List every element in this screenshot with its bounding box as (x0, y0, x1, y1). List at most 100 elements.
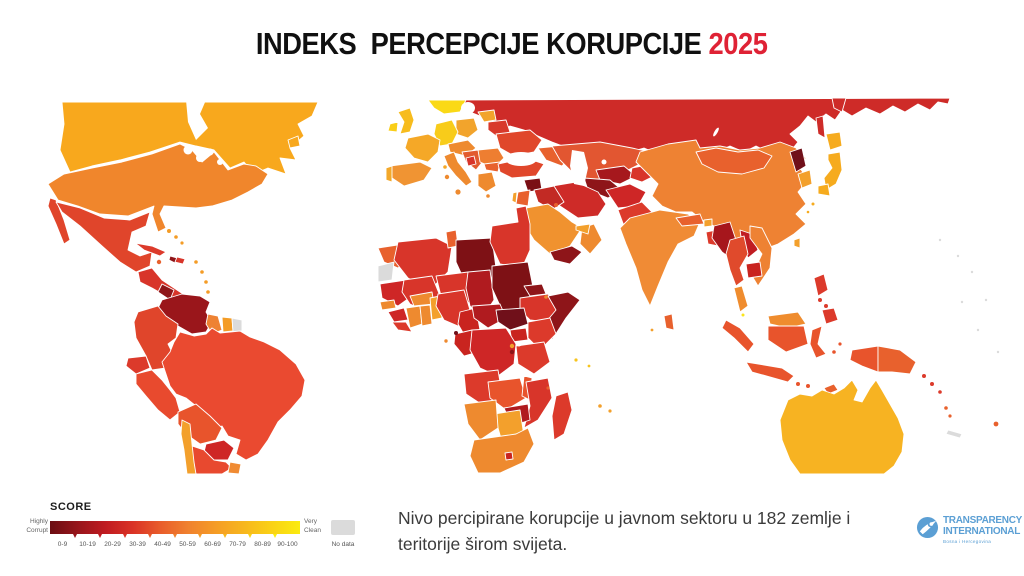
great-lakes (217, 159, 223, 165)
country-yemen (549, 245, 583, 265)
legend-gradient-bar (50, 521, 300, 538)
country-lesotho (504, 451, 514, 461)
ti-logo-line3: Bosna i Hercegovina (943, 539, 992, 545)
country-south-korea (797, 169, 813, 189)
philippines-luzon (813, 273, 829, 297)
indonesia-papua (849, 345, 879, 373)
legend-no-data-label: No data (331, 541, 355, 548)
caspian-sea (570, 150, 588, 186)
indonesia-java (745, 361, 795, 383)
title-main: INDEKS PERCEPCIJE KORUPCIJE (256, 26, 709, 61)
legend-bin-labels: 0-9 10-19 20-29 30-39 40-49 50-59 60-69 70-79 80… (50, 541, 300, 548)
country-south-sudan (495, 307, 529, 331)
country-israel (511, 191, 518, 204)
japan-hokkaido (825, 131, 843, 151)
country-china (635, 139, 809, 251)
transparency-international-logo: TRANSPARENCY INTERNATIONAL Bosna i Herce… (916, 515, 1022, 545)
country-south-africa (469, 427, 535, 474)
legend-notch (222, 534, 227, 538)
russia-kamchatka (831, 97, 847, 113)
legend-notch (197, 534, 202, 538)
title-year: 2025 (708, 26, 768, 61)
ti-logo-line2: INTERNATIONAL (943, 525, 1021, 537)
country-mexico (55, 201, 153, 273)
legend-notch (72, 534, 77, 538)
country-canada (59, 101, 319, 175)
country-madagascar (551, 391, 573, 441)
country-cote-divoire (405, 305, 423, 329)
lake-baikal (713, 127, 719, 137)
russia-sakhalin (815, 115, 826, 139)
indonesia-sumatra (721, 319, 755, 353)
country-chile (180, 419, 197, 475)
legend-bin-40-49: 40-49 (154, 541, 171, 548)
legend-bin-80-89: 80-89 (254, 541, 271, 548)
indonesia-kalimantan (767, 325, 809, 353)
country-spain (389, 161, 433, 187)
lake-victoria (516, 341, 522, 347)
country-brazil (161, 327, 306, 461)
country-australia (779, 379, 905, 475)
legend-bin-10-19: 10-19 (79, 541, 96, 548)
legend-notch (272, 534, 277, 538)
legend-notch (147, 534, 152, 538)
country-tanzania (515, 341, 551, 375)
black-sea (505, 152, 537, 166)
country-poland (455, 117, 479, 139)
country-guinea (387, 307, 409, 323)
country-afghanistan (605, 183, 647, 209)
country-namibia (463, 399, 499, 441)
country-ukraine (495, 129, 543, 157)
country-thailand (725, 235, 749, 287)
legend-bin-50-59: 50-59 (179, 541, 196, 548)
ti-logo-text: TRANSPARENCY INTERNATIONAL Bosna i Herce… (943, 515, 1022, 545)
hudson-bay (186, 100, 208, 140)
territory-french-guiana (231, 317, 243, 333)
country-uk (397, 107, 415, 135)
region-scandinavia (427, 99, 467, 115)
legend-bin-60-69: 60-69 (204, 541, 221, 548)
country-bulgaria (483, 161, 501, 173)
legend-label-highly-corrupt: Highly Corrupt (26, 518, 48, 534)
country-kenya (527, 317, 557, 351)
country-jordan (515, 189, 531, 207)
legend-bin-30-39: 30-39 (129, 541, 146, 548)
legend-notch (97, 534, 102, 538)
country-ireland (387, 121, 399, 133)
philippines-mindanao (821, 307, 839, 325)
country-greece (477, 171, 497, 193)
great-lakes (183, 145, 193, 155)
legend-bin-90-100: 90-100 (277, 541, 298, 548)
ti-globe-icon (916, 516, 939, 539)
great-lakes (206, 148, 214, 156)
country-uruguay (227, 461, 242, 475)
country-mongolia (695, 147, 773, 175)
aral-sea (601, 159, 607, 165)
country-cuba (134, 242, 167, 257)
legend-notch (247, 534, 252, 538)
territory-new-caledonia (945, 429, 963, 439)
country-suriname (221, 316, 234, 333)
japan-kyushu (817, 183, 831, 197)
score-legend: SCORE Highly Corrupt Very Clean 0-9 10-19… (0, 498, 380, 568)
legend-bin-20-29: 20-29 (104, 541, 121, 548)
legend-title: SCORE (50, 501, 92, 513)
country-ecuador (125, 355, 151, 375)
legend-notch (172, 534, 177, 538)
country-dr-congo (469, 327, 517, 377)
country-france (404, 133, 441, 163)
legend-notch (122, 534, 127, 538)
country-uae (575, 223, 591, 235)
country-taiwan (793, 237, 801, 249)
country-ghana (419, 304, 433, 327)
region-sierra-leone-liberia (391, 321, 413, 333)
water-bodies (183, 100, 719, 347)
island-dots (156, 165, 1000, 427)
country-cambodia (745, 261, 763, 279)
country-zambia (487, 377, 527, 411)
map-caption: Nivo percipirane korupcije u javnom sekt… (398, 508, 851, 555)
country-papua-new-guinea (877, 345, 917, 375)
island-newfoundland (287, 135, 301, 149)
legend-label-very-clean: Very Clean (304, 518, 321, 534)
